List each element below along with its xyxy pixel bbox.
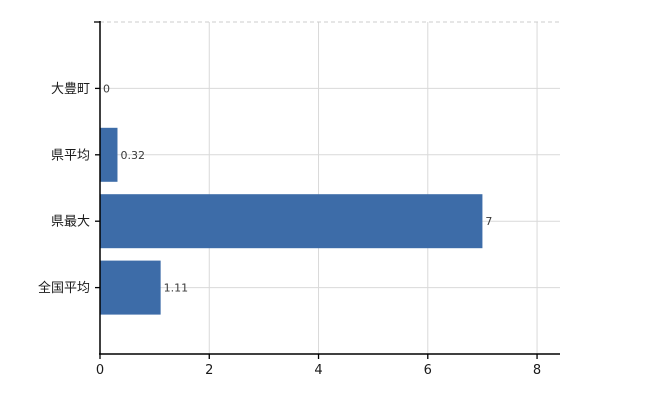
x-tick-label-4: 8 <box>533 363 541 378</box>
value-label-1: 0.32 <box>120 149 144 162</box>
x-tick-label-1: 2 <box>205 363 213 378</box>
x-tick-label-2: 4 <box>314 363 322 378</box>
category-label-0: 大豊町 <box>51 82 90 97</box>
bar-2 <box>100 194 483 249</box>
value-label-3: 1.11 <box>164 282 189 295</box>
value-label-0: 0 <box>103 82 110 95</box>
x-tick-label-0: 0 <box>96 363 104 378</box>
x-tick-label-3: 6 <box>424 363 432 378</box>
category-label-1: 県平均 <box>51 148 90 163</box>
category-label-3: 全国平均 <box>38 280 90 296</box>
bar-1 <box>100 127 118 182</box>
category-label-2: 県最大 <box>51 215 90 230</box>
bar-3 <box>100 260 161 315</box>
value-label-2: 7 <box>485 215 492 228</box>
